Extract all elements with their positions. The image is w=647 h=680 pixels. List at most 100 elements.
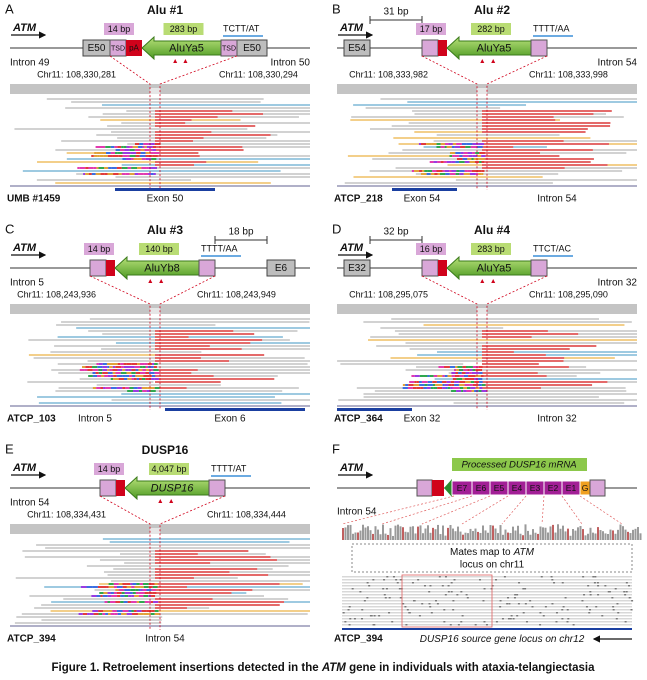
mismatch — [103, 387, 106, 389]
mismatch — [465, 146, 471, 148]
sample-label: UMB #1459 — [7, 194, 61, 205]
exon-label: E7 — [457, 483, 468, 493]
coverage — [452, 528, 454, 540]
clipped-read — [482, 164, 608, 166]
mates-text: Mates map to ATM — [450, 547, 535, 558]
coverage — [539, 526, 542, 540]
clipped-read — [155, 589, 253, 591]
mismatch — [116, 167, 122, 169]
mismatch — [126, 586, 132, 588]
coverage — [354, 532, 357, 540]
mismatch — [130, 589, 136, 591]
gene-label: ATM — [339, 242, 364, 254]
caption-part: ATM — [321, 662, 346, 674]
mismatch — [151, 610, 155, 612]
tsd-label: TSD — [111, 45, 125, 52]
mismatch — [507, 618, 510, 620]
insert-length-box — [163, 23, 204, 35]
mismatch — [449, 173, 456, 175]
mismatch — [474, 161, 480, 163]
mismatch — [476, 146, 483, 148]
clipped-read — [482, 381, 608, 383]
mismatch — [432, 384, 436, 386]
mismatch — [475, 372, 480, 374]
coverage — [387, 534, 389, 540]
mismatch — [114, 146, 118, 148]
mismatch — [88, 173, 92, 175]
read — [376, 345, 581, 347]
read — [407, 101, 637, 103]
mismatch — [464, 161, 470, 163]
mismatch — [117, 613, 122, 615]
mismatch — [451, 390, 457, 392]
clipped-read — [482, 330, 548, 332]
polya-box — [432, 480, 444, 496]
gene-label: ATM — [12, 242, 37, 254]
clipped-read — [155, 577, 194, 579]
read — [45, 547, 311, 549]
mismatch — [408, 384, 414, 386]
tail-seq: TTTT/AA — [201, 243, 238, 253]
mismatch — [81, 366, 86, 368]
mismatch — [133, 158, 138, 160]
mismatch — [129, 375, 133, 377]
mismatch — [567, 618, 570, 620]
mismatch — [91, 595, 97, 597]
mismatch — [479, 372, 483, 374]
mismatch — [115, 589, 119, 591]
mismatch — [456, 390, 462, 392]
mismatch — [97, 586, 101, 588]
mismatch — [454, 381, 460, 383]
coverage — [542, 527, 544, 540]
coverage — [402, 527, 404, 540]
mismatch — [105, 387, 111, 389]
mismatch — [522, 612, 525, 614]
mismatch — [152, 363, 155, 365]
mismatch — [434, 173, 438, 175]
mismatch — [444, 170, 450, 172]
mismatch — [135, 369, 139, 371]
mismatch — [416, 381, 419, 383]
mismatch — [150, 152, 154, 154]
mismatch — [611, 597, 614, 599]
mismatch — [414, 170, 420, 172]
mismatch — [122, 375, 126, 377]
mismatch — [429, 375, 434, 377]
mismatch — [561, 618, 564, 620]
mismatch — [475, 375, 481, 377]
insert-name: AluYa5 — [477, 262, 512, 274]
coverage — [517, 525, 519, 540]
mismatch — [509, 618, 512, 620]
coverage — [454, 531, 457, 540]
coverage — [392, 535, 394, 540]
mismatch — [123, 146, 127, 148]
mismatch — [472, 366, 479, 368]
clipped-read — [155, 607, 187, 609]
mismatch — [402, 387, 408, 389]
mismatch — [589, 594, 592, 596]
track-dots — [10, 185, 310, 187]
mismatch — [110, 601, 116, 603]
clipped-read — [155, 119, 192, 121]
panel-title: Alu #1 — [147, 3, 183, 17]
coverage — [362, 524, 364, 540]
mismatch — [110, 152, 116, 154]
mismatch — [140, 586, 144, 588]
mismatch — [107, 592, 111, 594]
mismatch — [432, 381, 437, 383]
mismatch — [452, 609, 455, 611]
guide-line — [159, 495, 226, 630]
mismatch — [539, 612, 542, 614]
distance-label: 32 bp — [383, 227, 408, 238]
exon-label: E1 — [566, 483, 577, 493]
clipped-read — [155, 387, 187, 389]
coverage — [489, 525, 492, 540]
mismatch — [107, 601, 111, 603]
mismatch — [100, 586, 107, 588]
mismatch — [127, 390, 134, 392]
mismatch — [388, 597, 391, 599]
mismatch — [412, 387, 417, 389]
coverage — [344, 527, 347, 540]
breakpoint: Chr11: 108,333,998 — [529, 69, 608, 79]
read — [342, 615, 632, 617]
